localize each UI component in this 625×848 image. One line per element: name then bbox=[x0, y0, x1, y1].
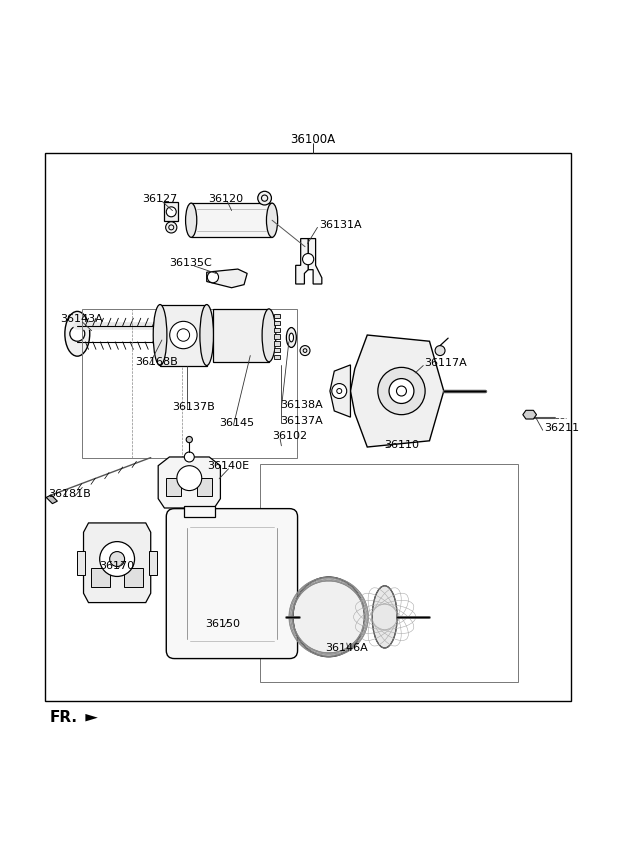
Circle shape bbox=[378, 367, 425, 415]
Text: 36131A: 36131A bbox=[319, 220, 361, 230]
FancyBboxPatch shape bbox=[166, 509, 298, 659]
Circle shape bbox=[435, 346, 445, 355]
Circle shape bbox=[166, 207, 176, 217]
Circle shape bbox=[177, 466, 202, 491]
Bar bbox=[191, 204, 272, 237]
Circle shape bbox=[184, 452, 194, 462]
Bar bbox=[274, 321, 279, 325]
Bar bbox=[274, 341, 279, 346]
Bar bbox=[166, 478, 181, 495]
Ellipse shape bbox=[200, 304, 214, 365]
Ellipse shape bbox=[266, 204, 278, 237]
Circle shape bbox=[109, 551, 124, 566]
Bar bbox=[82, 309, 297, 458]
Circle shape bbox=[170, 321, 197, 349]
Bar bbox=[91, 568, 109, 587]
Ellipse shape bbox=[372, 586, 397, 648]
Ellipse shape bbox=[161, 322, 174, 346]
Circle shape bbox=[208, 271, 219, 282]
Text: 36135C: 36135C bbox=[169, 259, 212, 269]
Polygon shape bbox=[296, 238, 308, 284]
Bar bbox=[274, 355, 279, 360]
Bar bbox=[78, 551, 85, 575]
Bar bbox=[274, 334, 279, 338]
Circle shape bbox=[186, 437, 192, 443]
Polygon shape bbox=[351, 335, 444, 447]
Text: 36145: 36145 bbox=[219, 418, 254, 427]
Ellipse shape bbox=[293, 577, 364, 656]
Polygon shape bbox=[86, 714, 98, 722]
Text: 36127: 36127 bbox=[142, 193, 177, 204]
Polygon shape bbox=[158, 457, 221, 508]
Ellipse shape bbox=[286, 327, 296, 348]
Ellipse shape bbox=[65, 311, 90, 356]
Bar bbox=[274, 327, 279, 332]
Circle shape bbox=[332, 383, 347, 399]
Text: 36117A: 36117A bbox=[424, 358, 468, 368]
Polygon shape bbox=[164, 203, 178, 221]
Text: 36211: 36211 bbox=[544, 423, 579, 433]
Polygon shape bbox=[207, 269, 247, 287]
Bar bbox=[274, 314, 279, 318]
Bar bbox=[124, 568, 142, 587]
Text: 36120: 36120 bbox=[208, 193, 243, 204]
Bar bbox=[274, 348, 279, 353]
Text: 36170: 36170 bbox=[99, 561, 134, 571]
Polygon shape bbox=[46, 495, 58, 504]
Bar bbox=[160, 304, 207, 365]
Text: 36137A: 36137A bbox=[280, 416, 323, 426]
Circle shape bbox=[70, 326, 85, 341]
Bar bbox=[197, 478, 212, 495]
Polygon shape bbox=[184, 505, 215, 516]
Text: 36138A: 36138A bbox=[280, 400, 323, 410]
Circle shape bbox=[166, 222, 177, 233]
Circle shape bbox=[300, 346, 310, 355]
Polygon shape bbox=[522, 410, 536, 419]
Bar bbox=[45, 153, 571, 701]
Text: 36140E: 36140E bbox=[207, 461, 249, 471]
Text: 36100A: 36100A bbox=[290, 133, 335, 146]
Text: 36150: 36150 bbox=[205, 619, 240, 629]
Ellipse shape bbox=[262, 309, 276, 362]
Bar bbox=[149, 551, 157, 575]
Text: 36146A: 36146A bbox=[326, 643, 368, 653]
Circle shape bbox=[389, 378, 414, 404]
Text: 36102: 36102 bbox=[272, 432, 307, 442]
Text: FR.: FR. bbox=[50, 710, 78, 725]
Polygon shape bbox=[308, 238, 322, 284]
Ellipse shape bbox=[289, 333, 294, 342]
Text: 36143A: 36143A bbox=[61, 315, 103, 325]
Circle shape bbox=[258, 192, 271, 205]
Ellipse shape bbox=[186, 204, 197, 237]
Text: 36181B: 36181B bbox=[48, 488, 91, 499]
Text: 36168B: 36168B bbox=[135, 357, 178, 367]
Circle shape bbox=[100, 542, 134, 577]
Circle shape bbox=[302, 254, 314, 265]
Bar bbox=[213, 309, 269, 362]
Bar bbox=[259, 465, 518, 683]
Text: 36110: 36110 bbox=[384, 440, 419, 450]
Ellipse shape bbox=[156, 313, 179, 355]
Polygon shape bbox=[84, 523, 151, 603]
Text: 36137B: 36137B bbox=[173, 402, 215, 411]
Ellipse shape bbox=[153, 304, 167, 365]
Polygon shape bbox=[330, 365, 351, 417]
